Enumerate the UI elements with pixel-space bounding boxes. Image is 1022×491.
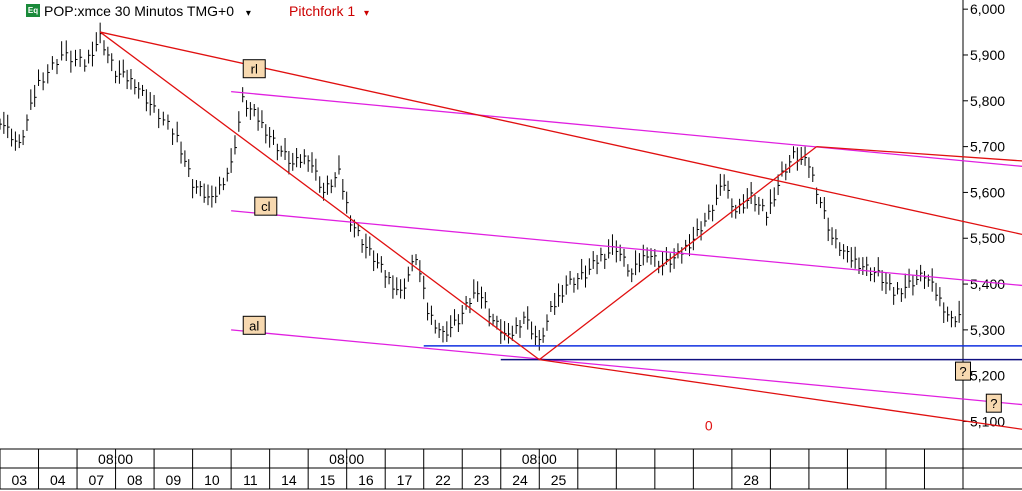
y-tick-label: 5,800 bbox=[970, 93, 1005, 109]
y-tick-label: 5,700 bbox=[970, 139, 1005, 155]
instrument-selector[interactable]: POP:xmce 30 Minutos TMG+0 ▾ bbox=[44, 2, 251, 20]
pitchfork-lower-tine[interactable] bbox=[539, 359, 1022, 491]
y-tick-label: 5,900 bbox=[970, 47, 1005, 63]
annotation-box[interactable] bbox=[242, 59, 266, 79]
study-label: Pitchfork 1 bbox=[289, 3, 356, 19]
day-label: 25 bbox=[551, 472, 567, 488]
day-label: 11 bbox=[243, 472, 258, 488]
annotation-label: ? bbox=[959, 364, 966, 379]
day-label: 22 bbox=[435, 472, 451, 488]
y-tick-label: 6,000 bbox=[970, 1, 1005, 17]
pitchfork-upper-tine[interactable] bbox=[816, 145, 1022, 197]
time-label: 08:00 bbox=[329, 451, 364, 467]
y-tick-label: 5,300 bbox=[970, 322, 1005, 338]
day-label: 16 bbox=[358, 472, 374, 488]
y-tick-label: 5,100 bbox=[970, 414, 1005, 430]
instrument-label: POP:xmce 30 Minutos TMG+0 bbox=[44, 3, 234, 19]
instrument-dropdown-icon[interactable]: ▾ bbox=[245, 8, 251, 19]
annotation-label: al bbox=[249, 318, 259, 333]
day-label: 04 bbox=[50, 472, 66, 488]
y-tick-label: 5,200 bbox=[970, 368, 1005, 384]
day-label: 03 bbox=[11, 472, 27, 488]
day-label: 10 bbox=[204, 472, 220, 488]
day-label: 17 bbox=[397, 472, 413, 488]
day-label: 09 bbox=[166, 472, 182, 488]
time-label: 08:00 bbox=[98, 451, 133, 467]
day-label: 07 bbox=[89, 472, 105, 488]
pitchfork-median-line[interactable] bbox=[100, 31, 1022, 348]
annotation-box[interactable] bbox=[985, 393, 1002, 413]
eq-icon: Eq bbox=[26, 4, 40, 17]
magenta-channel-line[interactable] bbox=[231, 329, 1022, 454]
annotation-label: cl bbox=[261, 199, 271, 214]
day-label: 08 bbox=[127, 472, 143, 488]
day-label: 24 bbox=[512, 472, 528, 488]
day-label: 14 bbox=[281, 472, 297, 488]
y-tick-label: 5,600 bbox=[970, 184, 1005, 200]
day-label: 28 bbox=[743, 472, 759, 488]
fib-level-label: 0 bbox=[705, 418, 713, 434]
y-tick-label: 5,400 bbox=[970, 276, 1005, 292]
annotation-box[interactable] bbox=[955, 361, 971, 381]
y-tick-label: 5,500 bbox=[970, 230, 1005, 246]
study-dropdown-icon[interactable]: ▾ bbox=[364, 8, 370, 19]
study-selector[interactable]: Pitchfork 1 ▾ bbox=[289, 2, 369, 20]
annotation-label: ? bbox=[990, 396, 997, 411]
pitchfork-leg-ab[interactable] bbox=[99, 31, 540, 361]
magenta-channel-line[interactable] bbox=[231, 210, 1022, 335]
annotation-box[interactable] bbox=[242, 315, 266, 335]
annotation-label: rl bbox=[251, 62, 258, 77]
day-label: 15 bbox=[320, 472, 336, 488]
time-label: 08:00 bbox=[522, 451, 557, 467]
day-label: 23 bbox=[474, 472, 490, 488]
annotation-box[interactable] bbox=[254, 196, 278, 216]
pitchfork-leg-bc[interactable] bbox=[538, 146, 818, 361]
magenta-channel-line[interactable] bbox=[231, 90, 1022, 216]
